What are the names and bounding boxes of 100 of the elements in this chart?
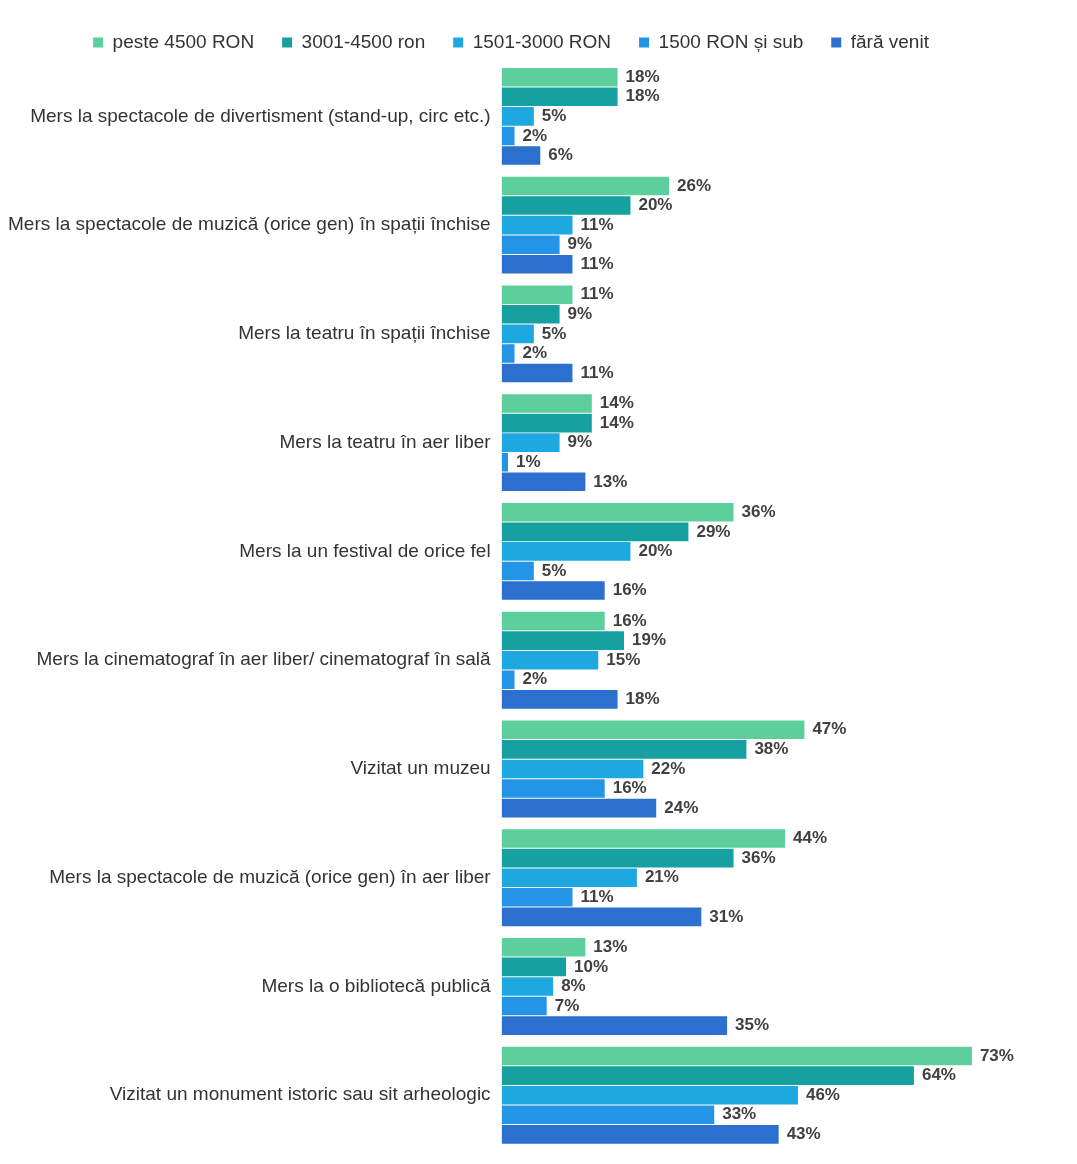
data-label: 11%: [580, 362, 614, 382]
data-label: 9%: [567, 304, 593, 324]
bar: [501, 611, 605, 631]
bar: [501, 146, 541, 165]
data-label: 11%: [580, 284, 614, 304]
y-tick-label: Mers la teatru în spații închise: [238, 322, 491, 344]
data-label: 10%: [574, 956, 609, 976]
data-label: 5%: [541, 323, 567, 343]
bar: [501, 938, 586, 957]
bar: [501, 324, 534, 344]
bar: [501, 472, 586, 492]
data-label: 14%: [599, 393, 634, 413]
bar: [501, 235, 560, 255]
data-label: 43%: [786, 1124, 821, 1144]
data-label: 33%: [722, 1104, 757, 1124]
data-label: 46%: [805, 1084, 840, 1104]
data-label: 22%: [651, 758, 686, 778]
legend-label: fără venit: [850, 30, 930, 52]
data-label: 18%: [625, 689, 660, 709]
bar: [501, 67, 618, 87]
bar: [501, 1105, 715, 1125]
bar: [501, 670, 515, 690]
bar: [501, 957, 567, 977]
y-tick-label: Vizitat un muzeu: [350, 757, 491, 779]
data-label: 2%: [522, 125, 548, 145]
data-label: 8%: [561, 976, 586, 996]
data-label: 21%: [644, 867, 679, 887]
data-label: 2%: [522, 343, 548, 363]
bar: [501, 1085, 798, 1105]
bar: [501, 126, 515, 146]
data-label: 38%: [754, 739, 789, 759]
bar: [501, 848, 734, 868]
data-label: 47%: [812, 719, 847, 739]
data-label: 35%: [735, 1015, 770, 1035]
bar: [501, 394, 592, 413]
data-label: 5%: [541, 560, 567, 580]
data-label: 18%: [625, 66, 660, 86]
data-label: 13%: [593, 471, 628, 491]
bar: [501, 107, 534, 126]
bar: [501, 829, 786, 848]
bar: [501, 996, 547, 1016]
data-label: 20%: [638, 541, 673, 561]
data-label: 26%: [677, 175, 712, 195]
y-tick-label: Mers la teatru în aer liber: [279, 430, 492, 452]
bar: [501, 740, 747, 759]
data-label: 9%: [567, 234, 593, 254]
bar: [501, 255, 573, 274]
data-label: 36%: [741, 501, 776, 521]
bar: [501, 1016, 728, 1035]
data-label: 1%: [516, 451, 541, 471]
data-label: 19%: [632, 630, 667, 650]
bar: [501, 631, 625, 650]
bar: [501, 542, 631, 561]
data-label: 14%: [599, 412, 634, 432]
data-label: 20%: [638, 195, 673, 215]
data-label: 73%: [979, 1045, 1014, 1065]
bar: [501, 452, 509, 472]
legend-label: peste 4500 RON: [112, 30, 255, 52]
data-label: 16%: [612, 778, 647, 798]
data-label: 9%: [567, 432, 593, 452]
bar: [501, 215, 573, 235]
bar: [501, 305, 560, 324]
data-label: 36%: [741, 847, 776, 867]
legend-label: 1500 RON și sub: [658, 30, 804, 52]
bar: [501, 196, 631, 215]
bar: [501, 1066, 914, 1085]
bar: [501, 720, 805, 740]
data-label: 31%: [709, 906, 744, 926]
data-label: 6%: [548, 145, 573, 165]
bar: [501, 522, 689, 542]
data-label: 15%: [606, 649, 641, 669]
data-label: 24%: [664, 797, 699, 817]
bar: [501, 779, 605, 798]
data-label: 11%: [580, 253, 614, 273]
data-label: 11%: [580, 214, 614, 234]
bar: [501, 413, 592, 433]
data-label: 16%: [612, 580, 647, 600]
bar: [501, 868, 637, 887]
bar: [501, 798, 657, 818]
data-label: 11%: [580, 886, 614, 906]
bar: [501, 176, 670, 196]
data-label: 18%: [625, 86, 660, 106]
bar: [501, 285, 573, 305]
bar: [501, 650, 599, 670]
y-tick-label: Mers la un festival de orice fel: [239, 539, 491, 561]
y-tick-label: Mers la spectacole de divertisment (stand-up, circ etc.): [30, 104, 491, 126]
bar: [501, 502, 734, 522]
y-tick-label: Vizitat un monument istoric sau sit arheologic: [109, 1083, 491, 1105]
data-label: 16%: [612, 610, 647, 630]
bar: [501, 887, 573, 907]
bar: [501, 344, 515, 363]
y-tick-label: Mers la spectacole de muzică (orice gen) în spații închise: [8, 213, 491, 235]
bar: [501, 433, 560, 452]
y-tick-label: Mers la o bibliotecă publică: [261, 974, 492, 996]
bar: [501, 690, 618, 709]
legend-label: 3001-4500 ron: [301, 30, 426, 52]
y-tick-label: Mers la spectacole de muzică (orice gen) în aer liber: [49, 865, 492, 887]
y-tick-label: Mers la cinematograf în aer liber/ cinematograf în sală: [36, 648, 492, 670]
bar: [501, 907, 702, 927]
bar: [501, 759, 644, 779]
